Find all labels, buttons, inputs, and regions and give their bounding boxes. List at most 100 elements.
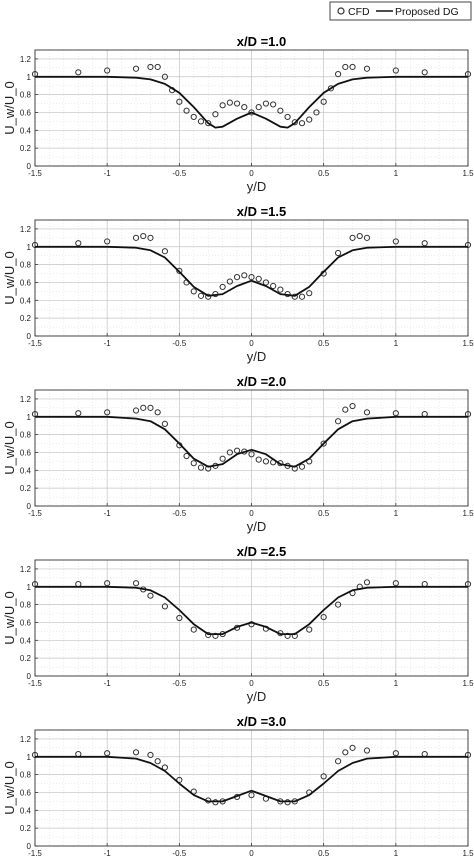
cfd-point — [270, 101, 277, 108]
x-tick-label: 1 — [394, 849, 399, 858]
y-tick-label: 0 — [27, 502, 32, 511]
cfd-point — [298, 120, 306, 127]
cfd-point — [183, 452, 190, 460]
x-tick-label: 0 — [249, 849, 254, 858]
cfd-point — [233, 100, 241, 107]
x-tick-label: 1 — [394, 169, 399, 178]
cfd-point — [190, 113, 197, 121]
y-tick-label: 0.2 — [20, 824, 32, 833]
cfd-point — [104, 67, 111, 74]
cfd-point — [161, 248, 168, 255]
cfd-point — [277, 107, 284, 114]
cfd-point — [248, 451, 255, 458]
cfd-point — [306, 290, 313, 297]
cfd-point — [392, 750, 399, 757]
cfd-point — [349, 63, 356, 71]
y-tick-label: 0.6 — [20, 108, 32, 117]
panel-title: x/D =2.5 — [237, 544, 287, 559]
x-tick-label: -1.5 — [28, 679, 42, 688]
legend-cfd-marker — [337, 7, 345, 15]
chart-panel: -1.5 -1 -0.5 0 0.5 1 1.5 0 0.2 0.4 0.6 0.8 1 1.2 x/D =… — [2, 544, 474, 704]
chart-panel: -1.5 -1 -0.5 0 0.5 1 1.5 0 0.2 0.4 0.6 0.8 1 1.2 x/D =… — [2, 374, 474, 534]
cfd-point — [104, 409, 111, 416]
cfd-series — [31, 402, 472, 472]
y-tick-label: 1 — [27, 583, 32, 592]
cfd-point — [241, 104, 248, 111]
x-tick-label: 1.5 — [462, 169, 474, 178]
cfd-point — [205, 293, 212, 300]
dg-series-line — [35, 585, 468, 635]
axes-frame — [34, 389, 469, 507]
cfd-point — [226, 278, 233, 285]
x-tick-label: -1.5 — [28, 339, 42, 348]
cfd-point — [147, 63, 154, 71]
cfd-point — [306, 116, 313, 123]
x-tick-label: -0.5 — [172, 339, 186, 348]
y-tick-label: 0 — [27, 332, 32, 341]
x-tick-label: -0.5 — [172, 679, 186, 688]
cfd-point — [183, 107, 190, 114]
x-tick-label: 0 — [249, 339, 254, 348]
cfd-point — [226, 99, 233, 106]
y-tick-label: 0.6 — [20, 448, 32, 457]
cfd-point — [104, 238, 111, 245]
cfd-point — [75, 410, 82, 417]
y-tick-label: 0.4 — [20, 296, 32, 305]
cfd-point — [154, 758, 161, 765]
cfd-point — [342, 749, 349, 756]
cfd-point — [197, 292, 205, 299]
y-axis-label: U_w/U_0 — [2, 761, 17, 814]
x-tick-label: -0.5 — [172, 849, 186, 858]
cfd-point — [320, 773, 327, 780]
axes-frame — [34, 49, 469, 167]
legend-box — [329, 1, 472, 21]
cfd-point — [248, 274, 255, 281]
y-axis-label: U_w/U_0 — [2, 251, 17, 304]
cfd-point — [363, 747, 371, 754]
x-tick-label: 1.5 — [462, 679, 474, 688]
cfd-point — [161, 73, 168, 80]
cfd-point — [197, 118, 205, 125]
cfd-point — [140, 232, 147, 240]
cfd-point — [421, 240, 428, 247]
cfd-point — [320, 98, 327, 105]
cfd-point — [190, 288, 197, 295]
y-tick-label: 0 — [27, 672, 32, 681]
cfd-point — [349, 234, 356, 241]
legend: CFD Proposed DG — [329, 1, 472, 21]
x-axis-label: y/D — [247, 689, 267, 704]
y-axis-label: U_w/U_0 — [2, 81, 17, 134]
cfd-point — [132, 749, 140, 756]
x-tick-label: 0.5 — [318, 849, 330, 858]
x-tick-label: 0.5 — [318, 339, 330, 348]
cfd-point — [176, 98, 183, 105]
cfd-point — [132, 407, 140, 414]
axes-frame — [34, 559, 469, 677]
cfd-point — [291, 293, 298, 300]
y-tick-label: 1.2 — [20, 395, 32, 404]
x-tick-label: -1 — [104, 679, 112, 688]
x-tick-label: 0 — [249, 169, 254, 178]
y-tick-label: 1 — [27, 413, 32, 422]
cfd-point — [392, 67, 399, 74]
cfd-point — [154, 409, 161, 416]
cfd-point — [363, 234, 371, 241]
x-tick-label: 0.5 — [318, 679, 330, 688]
chart-panel: -1.5 -1 -0.5 0 0.5 1 1.5 0 0.2 0.4 0.6 0.8 1 1.2 x/D =… — [2, 34, 474, 194]
x-tick-label: 1 — [394, 679, 399, 688]
y-tick-label: 0.8 — [20, 601, 32, 610]
cfd-point — [335, 601, 342, 608]
x-axis-label: y/D — [247, 349, 267, 364]
cfd-point — [335, 758, 342, 765]
cfd-point — [154, 63, 161, 71]
legend-cfd-label: CFD — [348, 6, 370, 18]
cfd-point — [161, 420, 168, 428]
x-tick-label: 0 — [249, 509, 254, 518]
cfd-point — [313, 109, 320, 116]
cfd-point — [262, 458, 270, 465]
cfd-point — [298, 463, 306, 470]
cfd-point — [161, 603, 168, 610]
cfd-point — [335, 249, 342, 257]
y-tick-label: 1 — [27, 73, 32, 82]
x-tick-label: 0 — [249, 679, 254, 688]
